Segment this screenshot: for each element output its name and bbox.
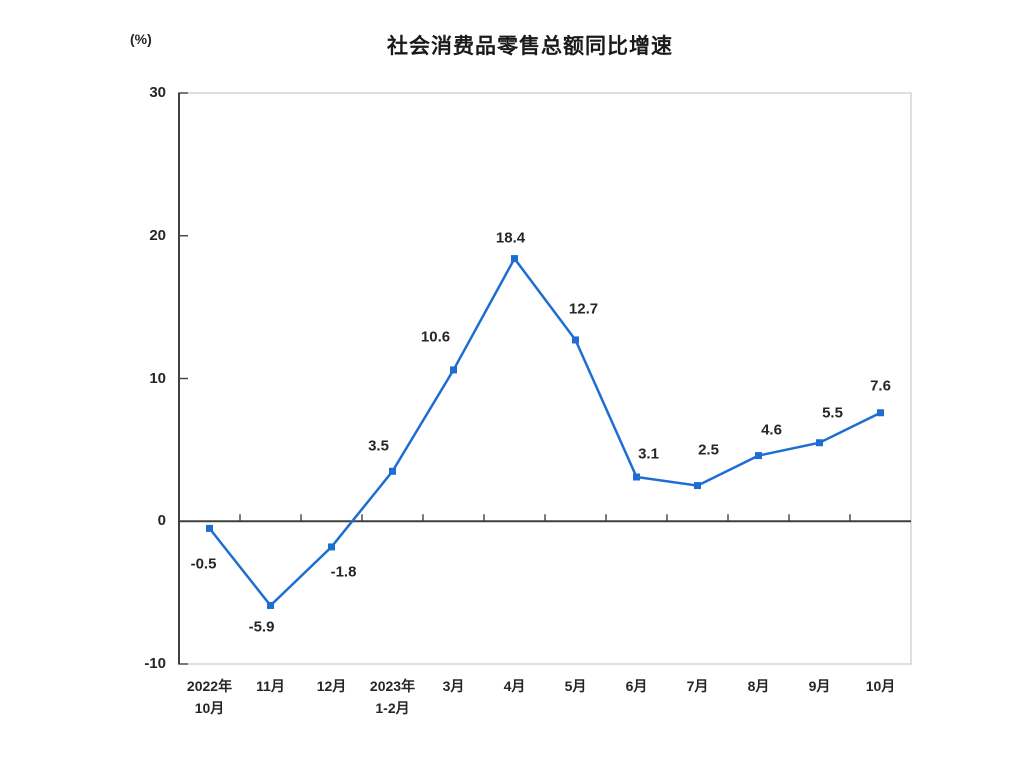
series-marker — [328, 543, 335, 551]
x-category-label: 12月 — [316, 678, 347, 694]
data-point-label: -5.9 — [248, 618, 275, 636]
series-line — [208, 256, 882, 608]
chart-title: 社会消费品零售总额同比增速 — [387, 35, 673, 58]
series-marker — [755, 452, 762, 460]
series-marker — [511, 255, 518, 263]
x-category-label: 5月 — [564, 678, 587, 694]
x-category-label: 11月 — [256, 678, 285, 694]
y-tick-label: -10 — [144, 655, 166, 672]
series-marker — [450, 366, 457, 374]
series-marker — [633, 473, 640, 481]
data-point-label: 5.5 — [822, 404, 843, 422]
x-category-label: 7月 — [686, 678, 709, 694]
plot-border — [178, 92, 912, 665]
x-category-label: 2023年 1-2月 — [369, 678, 416, 716]
x-category-label: 9月 — [808, 678, 831, 694]
y-tick-label: 10 — [149, 369, 166, 387]
plot-area — [178, 92, 912, 665]
y-axis-unit-label: (%) — [130, 31, 152, 47]
data-point-label: 10.6 — [420, 328, 451, 346]
data-point-label: 18.4 — [495, 229, 526, 247]
y-tick-label: 0 — [157, 512, 166, 530]
y-tick-label: 30 — [149, 84, 166, 101]
data-point-label: 7.6 — [870, 377, 891, 395]
series-marker — [877, 409, 884, 417]
y-tick-label: 20 — [149, 226, 166, 244]
data-point-label: 3.1 — [638, 445, 659, 463]
data-point-label: -1.8 — [330, 563, 357, 581]
x-category-label: 2022年 10月 — [186, 678, 233, 716]
data-point-label: -0.5 — [190, 555, 217, 573]
series-marker — [206, 524, 213, 532]
x-category-label: 8月 — [747, 678, 770, 694]
x-category-label: 10月 — [865, 678, 896, 694]
series-marker — [267, 601, 274, 609]
data-point-label: 4.6 — [761, 421, 782, 439]
data-point-label: 2.5 — [698, 441, 719, 459]
x-category-label: 3月 — [442, 678, 465, 694]
series-marker — [694, 482, 701, 490]
series-marker — [389, 467, 396, 475]
x-category-label: 4月 — [503, 678, 526, 694]
data-point-label: 3.5 — [368, 437, 389, 455]
series-marker — [572, 336, 579, 344]
data-point-label: 12.7 — [568, 300, 599, 318]
x-category-label: 6月 — [625, 678, 648, 694]
series-marker — [816, 439, 823, 447]
